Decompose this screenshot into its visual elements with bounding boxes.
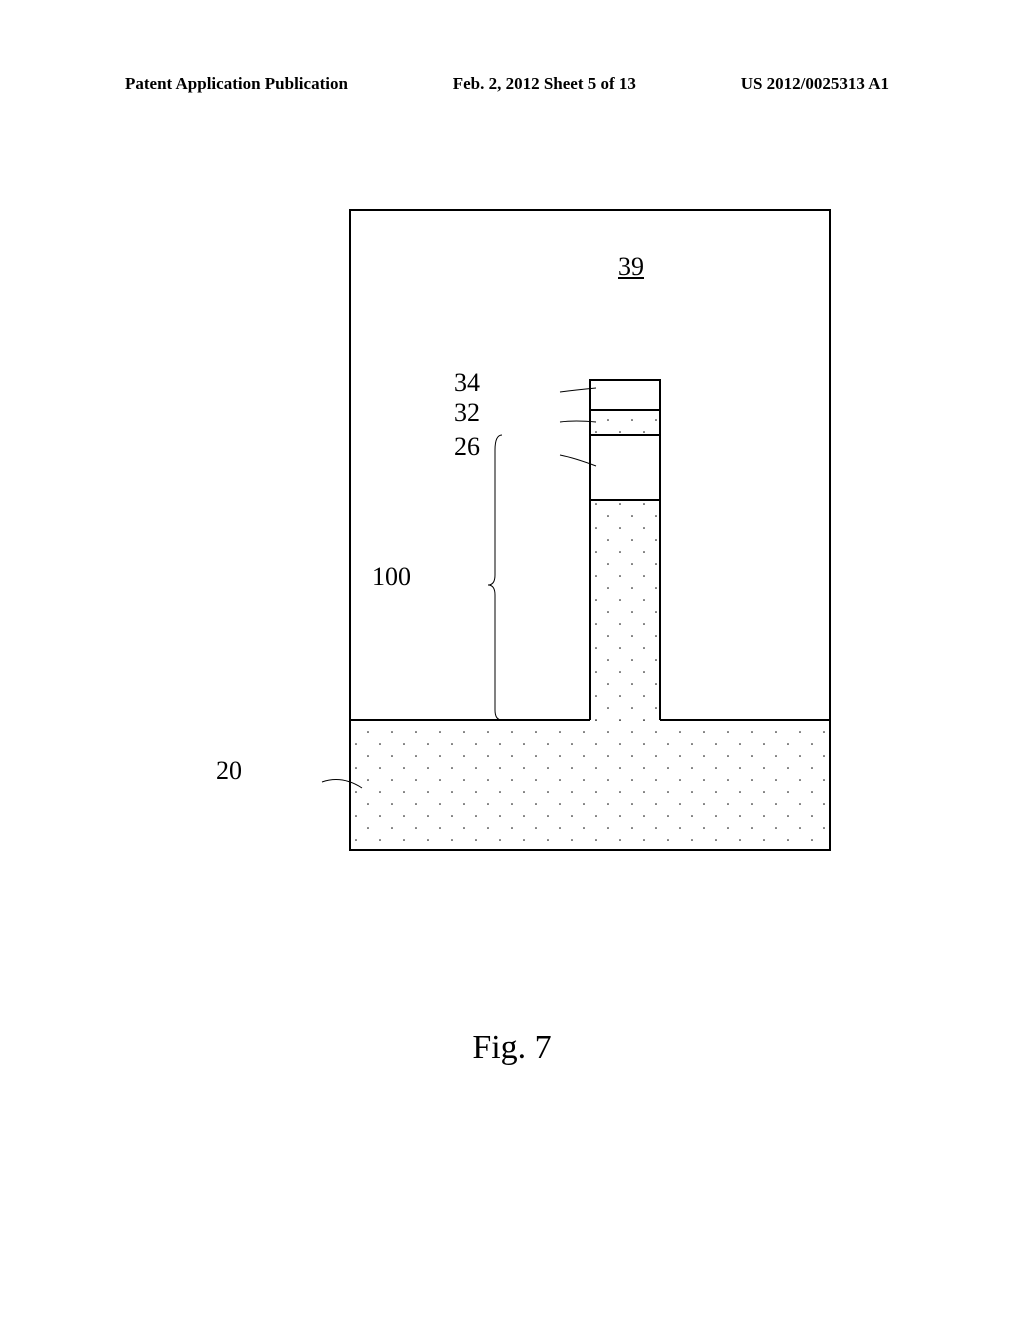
layer-26 [590, 435, 660, 500]
header-center: Feb. 2, 2012 Sheet 5 of 13 [453, 74, 636, 94]
label-20: 20 [216, 756, 242, 786]
diagram-svg [280, 200, 840, 900]
header-left: Patent Application Publication [125, 74, 348, 94]
label-100: 100 [372, 562, 411, 592]
page-header: Patent Application Publication Feb. 2, 2… [0, 74, 1024, 94]
label-26: 26 [454, 432, 480, 462]
label-32: 32 [454, 398, 480, 428]
label-34: 34 [454, 368, 480, 398]
substrate-fill [351, 720, 829, 849]
label-39: 39 [618, 252, 644, 282]
layer-32-fill [591, 411, 659, 434]
fin-body-fill [590, 500, 660, 722]
header-right: US 2012/0025313 A1 [741, 74, 889, 94]
layer-34 [590, 380, 660, 410]
diagram: 39 34 32 26 100 20 [280, 200, 760, 840]
figure-caption: Fig. 7 [0, 1029, 1024, 1067]
